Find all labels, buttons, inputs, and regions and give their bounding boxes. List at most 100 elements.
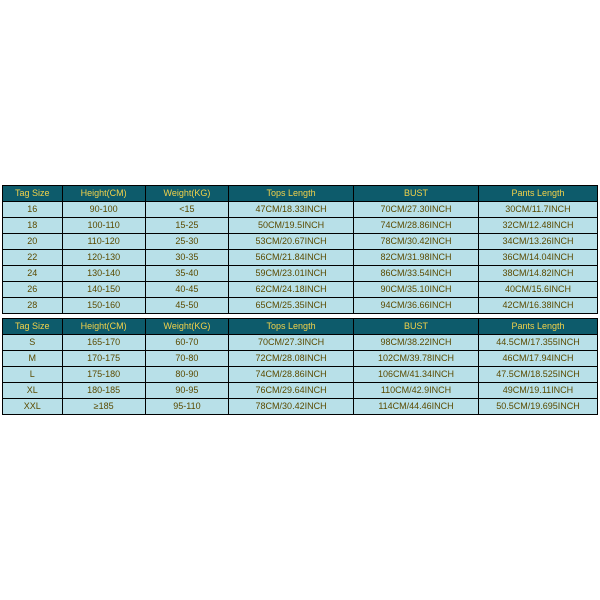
table-cell: XL xyxy=(3,383,63,399)
header-height: Height(CM) xyxy=(62,319,145,335)
table-cell: 30CM/11.7INCH xyxy=(478,202,597,218)
table-cell: 22 xyxy=(3,250,63,266)
table-cell: <15 xyxy=(145,202,228,218)
table-cell: 100-110 xyxy=(62,218,145,234)
table-row: 22120-13030-3556CM/21.84INCH82CM/31.98IN… xyxy=(3,250,598,266)
table-cell: XXL xyxy=(3,399,63,415)
table-cell: ≥185 xyxy=(62,399,145,415)
table-cell: 62CM/24.18INCH xyxy=(229,282,354,298)
table-cell: 106CM/41.34INCH xyxy=(354,367,479,383)
table-cell: 95-110 xyxy=(145,399,228,415)
table-cell: 45-50 xyxy=(145,298,228,314)
header-pants-length: Pants Length xyxy=(478,319,597,335)
header-bust: BUST xyxy=(354,319,479,335)
table-cell: 59CM/23.01INCH xyxy=(229,266,354,282)
header-weight: Weight(KG) xyxy=(145,319,228,335)
table-cell: 74CM/28.86INCH xyxy=(354,218,479,234)
table-cell: 86CM/33.54INCH xyxy=(354,266,479,282)
table-cell: 40CM/15.6INCH xyxy=(478,282,597,298)
header-tag-size: Tag Size xyxy=(3,186,63,202)
table-row: XXL≥18595-11078CM/30.42INCH114CM/44.46IN… xyxy=(3,399,598,415)
table-cell: 90CM/35.10INCH xyxy=(354,282,479,298)
table-cell: 42CM/16.38INCH xyxy=(478,298,597,314)
table-cell: 180-185 xyxy=(62,383,145,399)
table-cell: 34CM/13.26INCH xyxy=(478,234,597,250)
table-body-adults: S165-17060-7070CM/27.3INCH98CM/38.22INCH… xyxy=(3,335,598,415)
table-body-kids: 1690-100<1547CM/18.33INCH70CM/27.30INCH3… xyxy=(3,202,598,314)
table-cell: 30-35 xyxy=(145,250,228,266)
table-row: 26140-15040-4562CM/24.18INCH90CM/35.10IN… xyxy=(3,282,598,298)
table-cell: 98CM/38.22INCH xyxy=(354,335,479,351)
table-cell: 46CM/17.94INCH xyxy=(478,351,597,367)
table-cell: 94CM/36.66INCH xyxy=(354,298,479,314)
table-cell: 114CM/44.46INCH xyxy=(354,399,479,415)
table-header-row: Tag Size Height(CM) Weight(KG) Tops Leng… xyxy=(3,319,598,335)
table-cell: 165-170 xyxy=(62,335,145,351)
table-cell: 78CM/30.42INCH xyxy=(354,234,479,250)
table-header-row: Tag Size Height(CM) Weight(KG) Tops Leng… xyxy=(3,186,598,202)
table-cell: 74CM/28.86INCH xyxy=(229,367,354,383)
table-cell: L xyxy=(3,367,63,383)
header-pants-length: Pants Length xyxy=(478,186,597,202)
table-cell: 72CM/28.08INCH xyxy=(229,351,354,367)
table-cell: 102CM/39.78INCH xyxy=(354,351,479,367)
table-cell: 175-180 xyxy=(62,367,145,383)
table-cell: 26 xyxy=(3,282,63,298)
header-bust: BUST xyxy=(354,186,479,202)
table-row: 28150-16045-5065CM/25.35INCH94CM/36.66IN… xyxy=(3,298,598,314)
table-cell: 70CM/27.30INCH xyxy=(354,202,479,218)
table-cell: 50CM/19.5INCH xyxy=(229,218,354,234)
table-cell: 110-120 xyxy=(62,234,145,250)
table-cell: 25-30 xyxy=(145,234,228,250)
table-cell: M xyxy=(3,351,63,367)
header-weight: Weight(KG) xyxy=(145,186,228,202)
table-cell: 110CM/42.9INCH xyxy=(354,383,479,399)
table-cell: 38CM/14.82INCH xyxy=(478,266,597,282)
table-cell: 76CM/29.64INCH xyxy=(229,383,354,399)
table-cell: 78CM/30.42INCH xyxy=(229,399,354,415)
table-cell: 20 xyxy=(3,234,63,250)
table-cell: 32CM/12.48INCH xyxy=(478,218,597,234)
table-row: 20110-12025-3053CM/20.67INCH78CM/30.42IN… xyxy=(3,234,598,250)
table-cell: 120-130 xyxy=(62,250,145,266)
table-cell: S xyxy=(3,335,63,351)
table-cell: 47CM/18.33INCH xyxy=(229,202,354,218)
table-cell: 130-140 xyxy=(62,266,145,282)
table-cell: 15-25 xyxy=(145,218,228,234)
table-cell: 82CM/31.98INCH xyxy=(354,250,479,266)
table-cell: 150-160 xyxy=(62,298,145,314)
table-cell: 90-95 xyxy=(145,383,228,399)
table-cell: 50.5CM/19.695INCH xyxy=(478,399,597,415)
size-table-kids: Tag Size Height(CM) Weight(KG) Tops Leng… xyxy=(2,185,598,314)
table-cell: 18 xyxy=(3,218,63,234)
table-cell: 28 xyxy=(3,298,63,314)
table-cell: 44.5CM/17.355INCH xyxy=(478,335,597,351)
header-tops-length: Tops Length xyxy=(229,319,354,335)
table-cell: 80-90 xyxy=(145,367,228,383)
table-cell: 56CM/21.84INCH xyxy=(229,250,354,266)
table-cell: 40-45 xyxy=(145,282,228,298)
table-row: M170-17570-8072CM/28.08INCH102CM/39.78IN… xyxy=(3,351,598,367)
table-cell: 140-150 xyxy=(62,282,145,298)
table-row: S165-17060-7070CM/27.3INCH98CM/38.22INCH… xyxy=(3,335,598,351)
table-cell: 70-80 xyxy=(145,351,228,367)
table-row: XL180-18590-9576CM/29.64INCH110CM/42.9IN… xyxy=(3,383,598,399)
table-cell: 49CM/19.11INCH xyxy=(478,383,597,399)
table-cell: 60-70 xyxy=(145,335,228,351)
table-cell: 90-100 xyxy=(62,202,145,218)
table-cell: 36CM/14.04INCH xyxy=(478,250,597,266)
header-height: Height(CM) xyxy=(62,186,145,202)
table-cell: 170-175 xyxy=(62,351,145,367)
table-cell: 65CM/25.35INCH xyxy=(229,298,354,314)
table-row: 24130-14035-4059CM/23.01INCH86CM/33.54IN… xyxy=(3,266,598,282)
table-cell: 35-40 xyxy=(145,266,228,282)
header-tag-size: Tag Size xyxy=(3,319,63,335)
table-cell: 16 xyxy=(3,202,63,218)
table-cell: 24 xyxy=(3,266,63,282)
table-cell: 70CM/27.3INCH xyxy=(229,335,354,351)
table-cell: 53CM/20.67INCH xyxy=(229,234,354,250)
table-row: 1690-100<1547CM/18.33INCH70CM/27.30INCH3… xyxy=(3,202,598,218)
size-table-adults: Tag Size Height(CM) Weight(KG) Tops Leng… xyxy=(2,318,598,415)
table-row: L175-18080-9074CM/28.86INCH106CM/41.34IN… xyxy=(3,367,598,383)
table-row: 18100-11015-2550CM/19.5INCH74CM/28.86INC… xyxy=(3,218,598,234)
